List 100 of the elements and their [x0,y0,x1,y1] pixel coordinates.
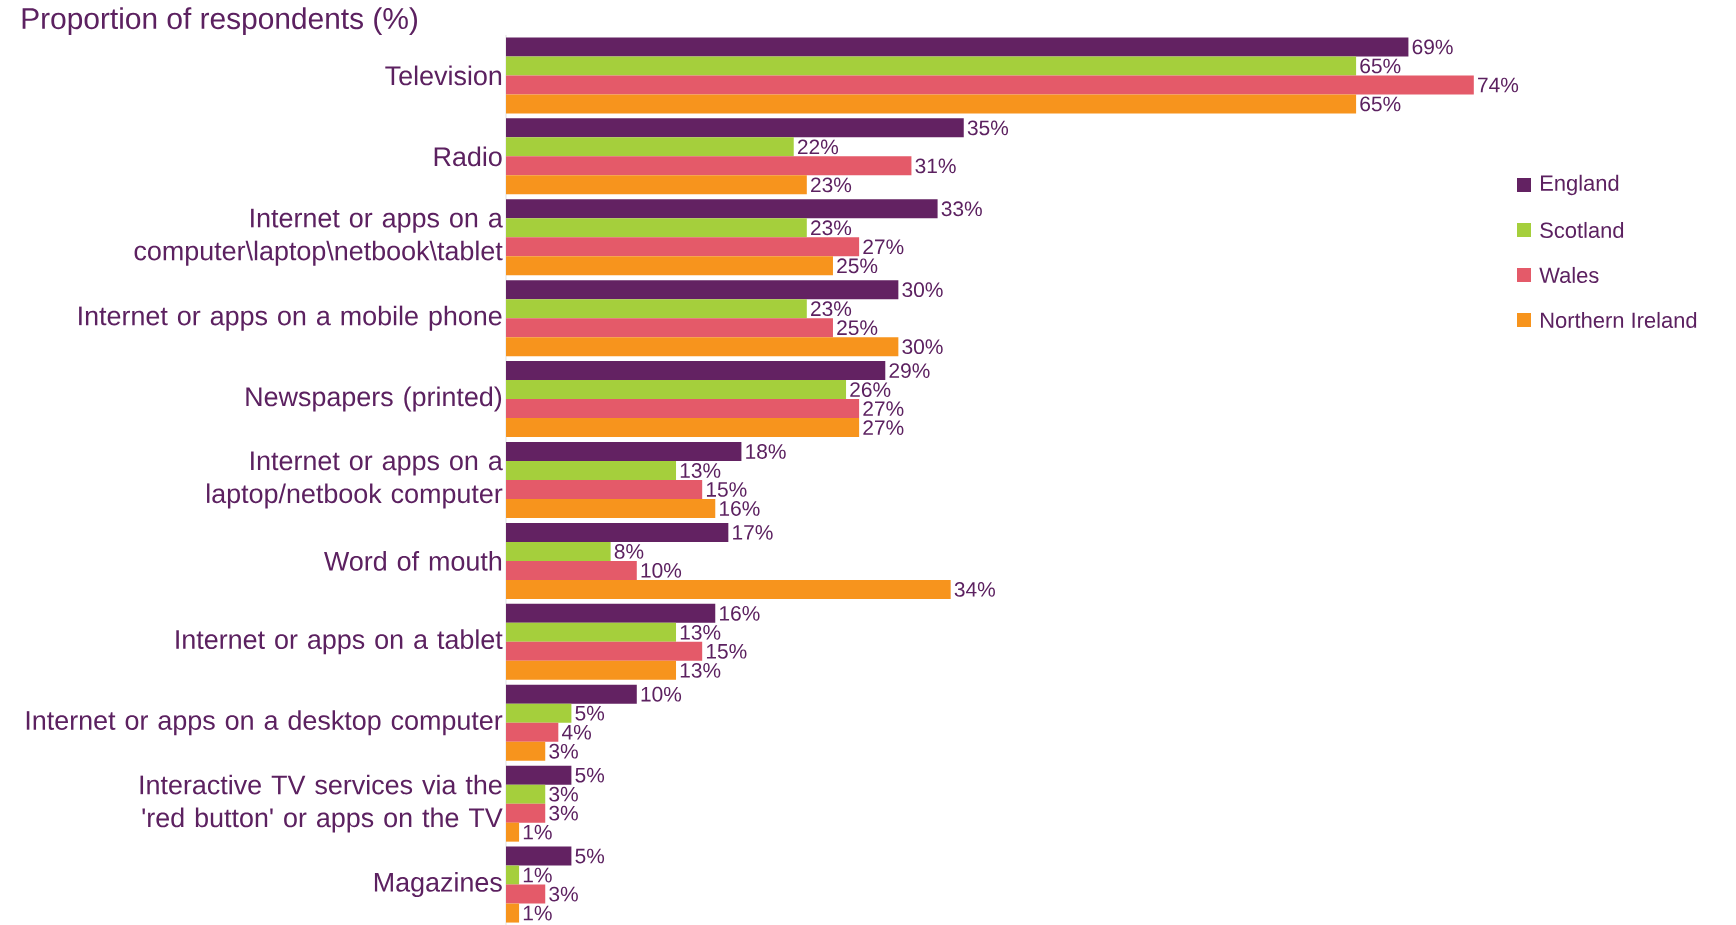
bar [506,218,807,238]
data-label: 5% [575,848,605,864]
bar [506,560,637,580]
y-tick-label: Internet or apps on a tablet [176,629,503,655]
data-label: 27% [863,420,904,435]
bar [506,884,546,904]
y-tick-label: Newspapers (printed) [246,386,502,412]
bar [506,865,520,885]
bar [506,137,794,157]
data-label: 3% [549,743,578,759]
bar [506,722,559,742]
data-label: 33% [941,201,982,217]
data-label: 31% [915,158,956,174]
data-label: 30% [902,339,943,355]
bar [506,361,886,381]
bar [506,579,951,599]
data-label: 13% [680,463,721,478]
bar [506,94,1357,114]
bar [506,480,703,499]
data-label: 5% [575,705,605,721]
bar [506,741,546,761]
data-label: 27% [863,401,904,416]
bar [506,56,1357,76]
y-tick-label: Television [385,65,502,86]
legend-label: Wales [1539,266,1599,284]
y-tick-label: Interactive TV services via the 'red button' or apps on the TV [140,774,503,833]
bar [506,641,703,661]
y-tick-label: Internet or apps on a mobile phone [79,305,502,331]
data-label: 23% [811,301,852,317]
data-label: 3% [549,886,578,902]
data-label: 8% [614,544,644,559]
y-tick-label: Internet or apps on a computer\laptop\netbook\tablet [134,208,503,266]
data-label: 25% [837,258,878,274]
bar [506,299,807,319]
bar [506,418,860,438]
y-tick-label: Internet or apps on a laptop/netbook computer [207,451,503,509]
data-label: 23% [811,177,852,193]
legend-label: Northern Ireland [1541,311,1697,329]
bar [506,765,572,785]
data-label: 29% [889,363,930,378]
data-label: 74% [1478,77,1519,93]
bar [506,75,1474,95]
bar [506,660,677,680]
y-tick-label: Word of mouth [324,551,502,571]
data-label: 15% [706,482,747,497]
data-label: 27% [863,239,904,255]
text: Proportion of respondents (%) [22,7,417,36]
bar [506,499,716,518]
bar [506,380,847,400]
data-label: 10% [641,563,682,578]
data-label: 65% [1360,58,1401,74]
data-label: 3% [549,786,578,802]
bar [506,784,546,804]
bar [506,237,860,257]
legend-label: England [1541,174,1619,196]
data-label: 4% [561,724,591,740]
data-label: 35% [967,120,1009,136]
data-label: 13% [680,662,721,678]
bar [506,199,938,219]
bar [506,175,807,195]
data-label: 25% [837,320,878,336]
data-label: 15% [706,643,747,659]
data-label: 22% [797,139,839,155]
data-label: 1% [523,824,552,840]
data-label: 18% [746,444,786,459]
bar [506,256,833,276]
data-label: 23% [811,220,852,236]
bar [506,622,677,642]
bar [506,903,520,923]
bar [506,684,637,704]
y-tick-label: Radio [434,146,502,167]
data-label: 5% [575,767,605,783]
bar [506,822,520,842]
bar [506,318,833,338]
bar [506,541,611,561]
data-label: 65% [1360,96,1401,112]
bar [506,846,572,866]
bar [506,442,742,461]
bar [506,280,899,300]
bar [506,461,677,480]
bar [506,399,860,419]
data-label: 3% [549,805,578,821]
bar [506,37,1409,57]
y-tick-label: Internet or apps on a desktop computer [26,710,503,736]
data-label: 16% [720,501,760,516]
bar [506,118,964,138]
bar [506,703,572,723]
data-label: 1% [523,905,552,921]
data-label: 30% [902,282,943,298]
data-label: 10% [641,686,682,702]
y-tick-label: Magazines [374,872,502,898]
data-label: 13% [680,624,721,640]
bar [506,603,716,623]
data-label: 34% [954,582,995,597]
bar [506,522,729,542]
bar [506,156,912,176]
data-label: 1% [523,867,552,883]
data-label: 17% [733,525,773,540]
bar [506,803,546,823]
data-label: 16% [720,605,760,621]
